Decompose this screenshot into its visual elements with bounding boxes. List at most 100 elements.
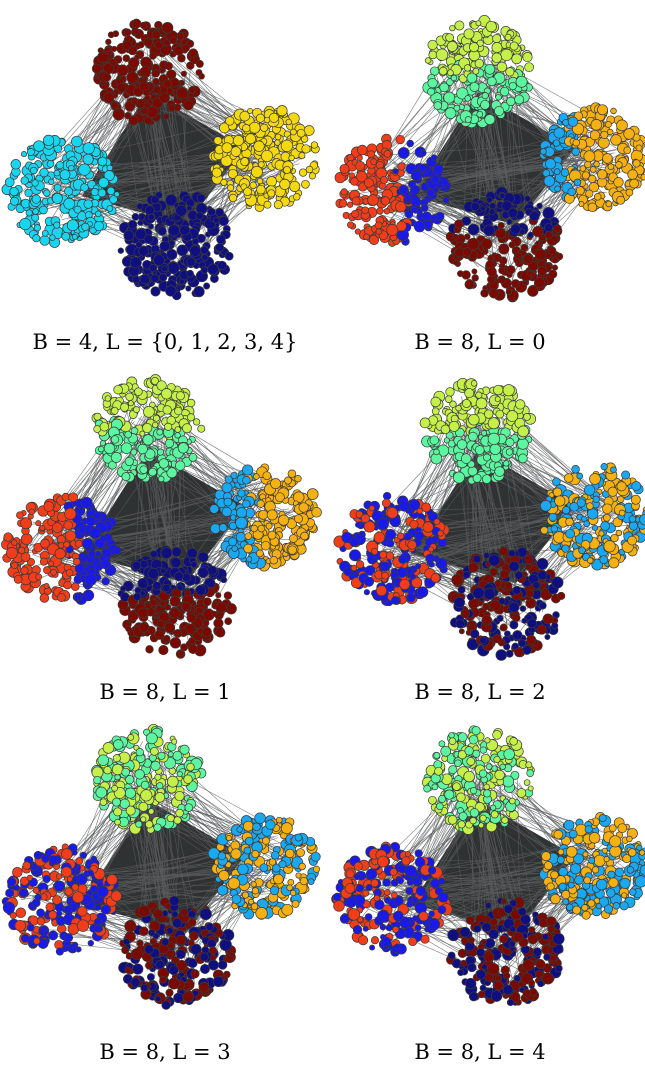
node [170,557,182,568]
network-graph [1,18,320,301]
node [463,770,475,783]
node [610,134,622,146]
node [571,465,580,474]
node [495,409,505,419]
node [467,237,480,251]
node [127,400,134,407]
node [457,732,468,743]
node [418,911,429,922]
node [175,460,186,471]
node [511,53,523,65]
node [426,188,435,198]
node [472,554,482,564]
node [258,509,269,520]
node [471,268,478,275]
node [544,634,551,640]
node [130,977,141,988]
node [480,99,491,110]
node [256,499,265,508]
node [466,757,476,766]
node [565,528,575,539]
node [224,475,233,484]
node [489,599,502,612]
node [487,432,501,446]
node [64,186,74,196]
node [48,930,59,941]
node [126,71,139,84]
node [34,893,42,902]
node [110,890,122,902]
node [495,227,507,239]
node [135,820,143,828]
node [49,234,56,241]
node [32,887,40,894]
node [82,142,95,155]
node [131,213,140,221]
node [524,62,534,73]
node [176,770,183,778]
node [56,593,66,602]
node [10,159,22,170]
node [383,150,392,158]
node [469,808,480,818]
node [613,177,624,188]
node [416,507,423,515]
node [398,554,408,564]
node [567,116,579,127]
node [215,929,224,938]
node [176,244,189,257]
node [207,565,218,576]
node [154,773,162,781]
node [159,567,167,575]
node [99,535,107,543]
node [255,907,268,920]
node [135,748,144,757]
node [510,770,520,780]
node [197,424,206,433]
node [144,116,153,125]
node [235,532,246,543]
node [124,966,132,974]
node [454,20,465,31]
node [53,183,62,192]
node [32,868,40,876]
node [195,211,204,220]
node [404,209,414,219]
node [66,219,79,232]
node [134,769,145,780]
node [199,952,209,962]
node [166,814,175,823]
node [494,466,505,477]
node [569,502,579,512]
cluster-top [91,18,205,126]
node [166,467,178,479]
node [552,477,561,486]
node [20,517,33,530]
node [373,531,386,544]
node [488,208,496,216]
node [248,898,255,905]
node [276,105,288,117]
node [261,836,270,845]
node [623,146,632,155]
node [455,619,465,629]
node [169,595,181,607]
node [506,96,516,107]
node [457,750,467,760]
node [156,782,164,790]
node [338,199,348,208]
node [111,45,118,52]
cluster-right [209,463,322,572]
node [610,533,619,543]
node [161,22,174,34]
node [230,514,237,521]
node [463,64,472,72]
node [111,784,118,792]
node [22,861,31,870]
node [466,72,478,84]
node [586,502,594,510]
node [5,888,15,898]
node [215,627,226,638]
node [364,565,376,576]
node [442,196,450,204]
